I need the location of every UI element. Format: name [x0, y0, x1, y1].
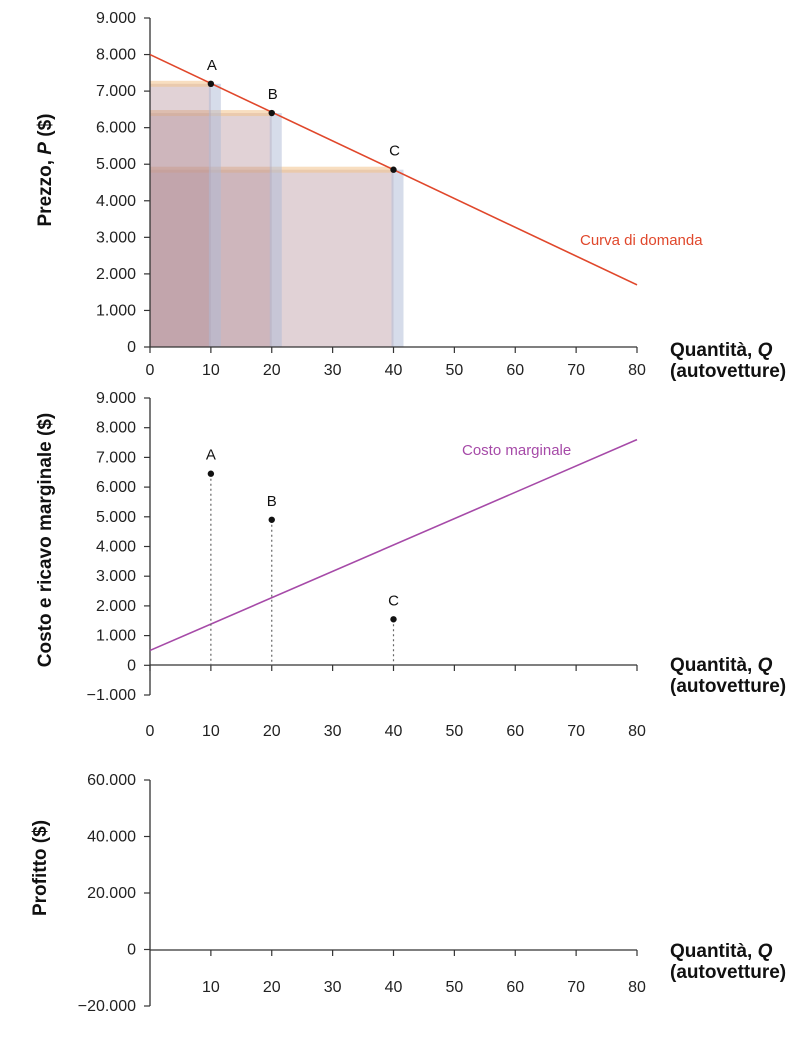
y-tick-label: 0 [127, 339, 136, 356]
x-tick-label: 10 [202, 979, 220, 996]
data-point [390, 616, 397, 623]
x-axis-ticks: 0 10 20 30 40 50 60 70 80 [146, 665, 646, 740]
panel-demand: 0 1.000 2.000 3.000 4.000 5.000 6.000 7.000 8.00… [35, 10, 786, 382]
x-tick-label: 30 [324, 723, 342, 740]
y-tick-label: 8.000 [96, 47, 136, 64]
point-label: C [388, 592, 399, 609]
x-axis-unit: (autovetture) [670, 676, 786, 697]
x-axis-ticks: 0 10 20 30 40 50 60 70 80 [146, 347, 646, 379]
data-point [268, 516, 275, 523]
y-tick-label: 1.000 [96, 628, 136, 645]
revenue-rectangle-side-edge [391, 169, 404, 347]
data-point [207, 470, 215, 477]
revenue-rectangle-top-edge [150, 80, 211, 87]
y-tick-label: 4.000 [96, 539, 136, 556]
y-tick-label: 60.000 [87, 772, 136, 789]
x-tick-label: 10 [202, 362, 220, 379]
x-tick-label: 10 [202, 723, 220, 740]
revenue-rectangle-side-edge [208, 83, 221, 348]
data-points: A B C [207, 57, 400, 173]
y-tick-label: 8.000 [96, 420, 136, 437]
y-tick-label: 40.000 [87, 829, 136, 846]
x-axis-title: Quantità, Q [670, 340, 773, 361]
y-axis-title: Costo e ricavo marginale ($) [35, 413, 56, 667]
x-tick-label: 40 [385, 723, 403, 740]
y-tick-label: 3.000 [96, 229, 136, 246]
y-tick-label: 2.000 [96, 266, 136, 283]
x-tick-label: 80 [628, 362, 646, 379]
x-tick-label: 20 [263, 723, 281, 740]
data-point [268, 109, 275, 117]
y-tick-label: 5.000 [96, 156, 136, 173]
point-label: B [267, 493, 277, 510]
point-label: A [207, 57, 217, 74]
x-tick-label: 0 [146, 362, 155, 379]
y-tick-label: 0 [127, 942, 136, 959]
data-point [390, 166, 397, 173]
x-tick-label: 40 [385, 362, 403, 379]
y-tick-label: 6.000 [96, 479, 136, 496]
y-tick-label: 4.000 [96, 193, 136, 210]
y-tick-label: 9.000 [96, 10, 136, 27]
x-tick-label: 60 [506, 362, 524, 379]
x-tick-label: 20 [263, 362, 281, 379]
x-tick-label: 80 [628, 979, 646, 996]
y-axis-ticks: 0 1.000 2.000 3.000 4.000 5.000 6.000 7.000 8.00… [96, 10, 150, 356]
y-axis-ticks: −20.000 0 20.000 40.000 60.000 [78, 772, 150, 1015]
x-axis-title: Quantità, Q [670, 655, 773, 676]
revenue-rectangle [150, 83, 211, 348]
y-axis-title: Profitto ($) [30, 820, 51, 916]
y-axis-ticks: −1.000 0 1.000 2.000 3.000 4.000 5.000 6.000 7.0… [87, 390, 150, 704]
point-label: A [206, 447, 216, 464]
x-tick-label: 30 [324, 979, 342, 996]
series-line [149, 438, 638, 652]
revenue-rectangle-side-edge [269, 113, 282, 348]
series-lines [149, 438, 638, 652]
x-axis-title: Quantità, Q [670, 941, 773, 962]
data-point [207, 80, 215, 88]
panel-profit: −20.000 0 20.000 40.000 60.000 10 20 30 40 50 60 7… [30, 772, 786, 1015]
x-tick-label: 20 [263, 979, 281, 996]
x-tick-label: 40 [385, 979, 403, 996]
x-tick-label: 70 [567, 362, 585, 379]
y-tick-label: 7.000 [96, 83, 136, 100]
x-tick-label: 50 [445, 723, 463, 740]
y-tick-label: 20.000 [87, 885, 136, 902]
demand-curve-label: Curva di domanda [580, 232, 703, 249]
y-tick-label: 5.000 [96, 509, 136, 526]
x-tick-label: 50 [445, 362, 463, 379]
y-tick-label: 6.000 [96, 120, 136, 137]
x-tick-label: 70 [567, 723, 585, 740]
x-tick-label: 30 [324, 362, 342, 379]
data-points: A B C [206, 447, 399, 666]
y-tick-label: −1.000 [87, 687, 136, 704]
x-tick-label: 70 [567, 979, 585, 996]
y-axis-title: Prezzo, P ($) [35, 114, 56, 227]
x-tick-label: 60 [506, 723, 524, 740]
y-tick-label: 3.000 [96, 568, 136, 585]
panel-marginal: −1.000 0 1.000 2.000 3.000 4.000 5.000 6.000 7.0… [35, 390, 786, 740]
point-label: B [268, 86, 278, 103]
y-tick-label: −20.000 [78, 998, 136, 1015]
x-axis-unit: (autovetture) [670, 361, 786, 382]
y-tick-label: 7.000 [96, 449, 136, 466]
y-tick-label: 9.000 [96, 390, 136, 407]
revenue-rectangles [150, 80, 404, 348]
y-tick-label: 2.000 [96, 598, 136, 615]
point-label: C [389, 143, 400, 160]
y-tick-label: 1.000 [96, 302, 136, 319]
y-tick-label: 0 [127, 657, 136, 674]
x-axis-ticks: 10 20 30 40 50 60 70 80 [202, 950, 646, 996]
x-axis-unit: (autovetture) [670, 962, 786, 983]
marginal-cost-label: Costo marginale [462, 442, 571, 459]
x-tick-label: 50 [445, 979, 463, 996]
x-tick-label: 0 [146, 723, 155, 740]
x-tick-label: 60 [506, 979, 524, 996]
x-tick-label: 80 [628, 723, 646, 740]
